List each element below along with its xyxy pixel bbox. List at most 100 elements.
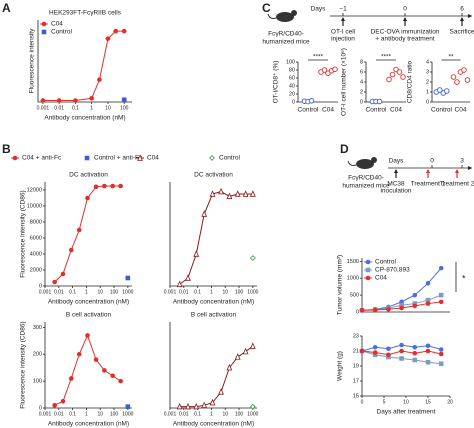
panel-letter: A xyxy=(2,1,11,15)
marker xyxy=(125,275,131,281)
chart-title: HEK293FT-FcγRIIB cells xyxy=(49,10,122,17)
timeline-tick: 3 xyxy=(460,158,464,165)
y-tick-label: 8000 xyxy=(30,219,42,225)
marker xyxy=(93,184,99,190)
marker xyxy=(412,350,418,356)
significance-label: * xyxy=(462,273,466,283)
axis-line xyxy=(169,322,257,409)
x-tick-label: 10 xyxy=(105,105,111,111)
event-arrowhead xyxy=(341,17,345,21)
axis-line xyxy=(365,62,406,103)
dot xyxy=(444,88,450,94)
marker xyxy=(40,98,46,103)
marker xyxy=(93,357,99,362)
x-tick-label: 1000 xyxy=(122,289,133,295)
marker xyxy=(359,348,365,354)
y-tick-label: 4000 xyxy=(30,251,42,257)
marker xyxy=(102,368,107,373)
marker xyxy=(209,190,216,197)
marker xyxy=(110,373,115,379)
event-label: Treatment 2 xyxy=(440,181,474,188)
y-tick-label: 6000 xyxy=(30,235,42,241)
marker xyxy=(438,347,444,352)
x-tick-label: 10 xyxy=(97,289,103,295)
marker xyxy=(76,351,82,357)
x-tick-label: 10 xyxy=(222,411,228,417)
y-tick-label: 17 xyxy=(353,378,359,384)
event-label: Treatment 1 xyxy=(411,181,446,188)
y-axis-label: OT-I/CD8⁺ (%) xyxy=(273,61,280,104)
x-tick-label: 0 xyxy=(361,399,364,405)
subject-label: FcγR/CD40- xyxy=(268,31,304,38)
chart-title: DC activation xyxy=(69,172,108,179)
y-tick-label: 8 xyxy=(360,59,363,65)
axis-line xyxy=(37,20,132,103)
x-axis-label: Antibody concentration (nM) xyxy=(48,299,129,306)
chart-title: DC activation xyxy=(194,172,233,179)
series-line xyxy=(179,191,253,285)
dot xyxy=(376,98,383,105)
panel-letter: C xyxy=(262,1,271,15)
significance-label: **** xyxy=(381,54,392,61)
x-tick-label: 100 xyxy=(235,289,244,295)
timeline-arrowhead xyxy=(468,14,472,18)
x-tick-label: 15 xyxy=(425,399,431,405)
x-tick-label: 10 xyxy=(403,399,409,405)
marker xyxy=(249,190,256,197)
marker xyxy=(425,348,431,354)
x-tick-label: 5 xyxy=(383,399,386,405)
legend-marker xyxy=(84,155,90,161)
x-tick-label: C04 xyxy=(322,107,334,114)
marker xyxy=(68,376,74,381)
series-line xyxy=(179,345,254,408)
event-arrowhead xyxy=(403,17,407,21)
marker xyxy=(52,279,57,285)
x-tick-label: 20 xyxy=(447,399,453,405)
legend-marker xyxy=(41,21,47,27)
event-label: DEC-OVA immunization xyxy=(371,29,440,36)
y-axis-label: Weight (g) xyxy=(337,351,344,381)
marker xyxy=(234,353,241,360)
x-tick-label: 0.001 xyxy=(37,105,50,111)
marker xyxy=(118,378,123,384)
y-tick-label: 6 xyxy=(360,69,363,75)
dot xyxy=(389,71,396,78)
marker xyxy=(412,303,418,309)
dot xyxy=(437,87,443,93)
marker xyxy=(226,363,233,371)
significance-label: **** xyxy=(313,54,324,61)
marker xyxy=(60,271,66,277)
y-tick-label: 4 xyxy=(426,59,429,65)
y-axis-label: Tumor volume (mm³) xyxy=(337,255,344,315)
timeline-tick: 0 xyxy=(430,158,434,165)
marker xyxy=(412,301,418,306)
series-line xyxy=(54,185,121,283)
subject-label: FcγR/CD40- xyxy=(348,175,384,182)
x-tick-label: C04 xyxy=(455,107,467,114)
marker xyxy=(399,348,404,354)
marker xyxy=(113,28,119,34)
y-tick-label: 0 xyxy=(39,405,42,411)
legend-label: Control xyxy=(219,155,241,162)
legend-label: C04 xyxy=(147,155,159,162)
marker xyxy=(56,98,62,103)
marker xyxy=(201,401,208,409)
marker xyxy=(372,350,378,355)
marker xyxy=(176,402,183,410)
marker xyxy=(125,404,131,409)
legend-marker xyxy=(137,154,143,161)
y-tick-label: 0 xyxy=(426,99,429,105)
marker xyxy=(121,97,127,103)
dot xyxy=(321,67,328,73)
y-axis-label: Fluorescence intensity xyxy=(29,28,36,93)
x-tick-label: 0.1 xyxy=(194,411,201,417)
x-tick-label: 100 xyxy=(120,105,129,111)
marker xyxy=(121,28,127,34)
dot xyxy=(454,79,460,85)
event-arrowhead xyxy=(394,169,398,173)
event-label: Sacrifice xyxy=(450,29,474,36)
marker xyxy=(60,398,66,404)
x-axis-label: Antibody concentration (nM) xyxy=(44,115,125,122)
x-tick-label: 0.01 xyxy=(179,411,189,417)
marker xyxy=(412,344,418,350)
